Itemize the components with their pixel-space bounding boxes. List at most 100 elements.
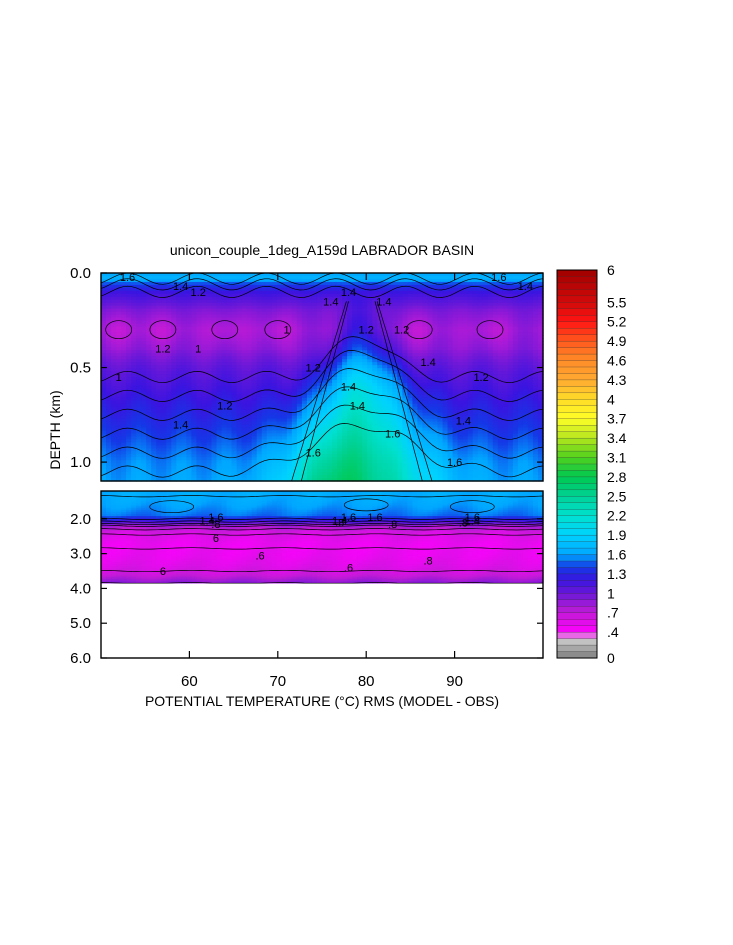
chart-title: unicon_couple_1deg_A159d LABRADOR BASIN xyxy=(170,242,474,258)
colorbar-swatch xyxy=(556,619,598,627)
upper-panel: 1.61.4 1.21.61.41.41.41.41111.21.21.21.41… xyxy=(100,272,544,482)
colorbar-swatch xyxy=(556,308,598,316)
contour-label: 1.4 xyxy=(350,400,365,412)
y-tick-label: 6.0 xyxy=(70,650,91,667)
colorbar xyxy=(556,269,598,659)
contour-label: .6 xyxy=(344,563,353,575)
contour-label: .6 xyxy=(256,550,265,562)
colorbar-swatch xyxy=(556,405,598,413)
contour-label: 1 xyxy=(116,372,122,384)
colorbar-swatch xyxy=(556,463,598,472)
contour-label: 1.6 xyxy=(341,512,356,524)
colorbar-swatch xyxy=(556,386,598,394)
colorbar-swatch xyxy=(556,366,598,375)
contour-label: 1.2 xyxy=(217,400,232,412)
y-tick-label: 3.0 xyxy=(70,546,91,563)
colorbar-swatch xyxy=(556,625,598,633)
contour-label: 1.4 xyxy=(341,287,356,299)
contour-label: 1 xyxy=(284,325,290,337)
colorbar-swatch xyxy=(556,522,598,530)
colorbar-label: 4.3 xyxy=(607,372,627,388)
colorbar-label: 1 xyxy=(607,585,615,601)
contour-label: 1.6 xyxy=(447,457,462,469)
contour-label: 1.4 xyxy=(465,516,480,528)
colorbar-swatch xyxy=(556,360,598,368)
y-tick-label: 2.0 xyxy=(70,511,91,528)
colorbar-label: 2.5 xyxy=(607,488,627,504)
colorbar-swatch xyxy=(556,373,598,381)
colorbar-swatch xyxy=(556,496,598,504)
colorbar-swatch xyxy=(556,638,598,646)
contour-labels-lower: 1.61.4.86.661.61.4 1.6.81.6 1.4.8.8.6.8 xyxy=(160,512,480,578)
contour-label: 1.4 xyxy=(518,281,533,293)
colorbar-swatch xyxy=(556,534,598,543)
contour-label: 1.2 xyxy=(306,363,321,375)
colorbar-swatch xyxy=(556,444,598,452)
colorbar-swatch xyxy=(556,392,598,400)
colorbar-swatch xyxy=(556,379,598,387)
colorbar-swatch xyxy=(556,418,598,426)
y-tick-label: 0.0 xyxy=(70,265,91,282)
contour-label: 6 xyxy=(213,533,219,545)
colorbar-label: .4 xyxy=(607,624,619,640)
colorbar-swatch xyxy=(556,554,598,562)
lower-panel: 1.61.4.86.661.61.4 1.6.81.6 1.4.8.8.6.8 xyxy=(100,490,544,659)
colorbar-swatch xyxy=(556,489,598,497)
contour-label: 1.4 xyxy=(456,416,471,428)
colorbar-swatch xyxy=(556,302,598,310)
x-ticks: 60 70 80 90 xyxy=(181,273,463,690)
colorbar-label: 2.8 xyxy=(607,469,627,485)
colorbar-label: 6 xyxy=(607,262,615,278)
colorbar-swatch xyxy=(556,347,598,355)
colorbar-swatch xyxy=(556,328,598,336)
colorbar-swatch xyxy=(556,431,598,439)
contour-label: 1.4 xyxy=(173,419,188,431)
colorbar-swatch xyxy=(556,399,598,407)
lower-y-ticks: 2.0 3.0 4.0 5.0 6.0 xyxy=(70,511,543,667)
contour-label: .8 xyxy=(211,519,220,531)
colorbar-swatch xyxy=(556,580,598,588)
colorbar-label: 3.7 xyxy=(607,411,627,427)
colorbar-swatch xyxy=(556,567,598,575)
x-axis-label: POTENTIAL TEMPERATURE (°C) RMS (MODEL - … xyxy=(145,693,499,709)
contour-label: 1 xyxy=(195,344,201,356)
colorbar-swatch xyxy=(556,644,598,653)
contour-label: 1.6 xyxy=(367,512,382,524)
x-tick-label: 80 xyxy=(358,673,375,690)
colorbar-swatch xyxy=(556,289,598,297)
contour-label: 1.4 xyxy=(173,281,188,293)
colorbar-swatch xyxy=(556,528,598,536)
x-tick-label: 90 xyxy=(446,673,463,690)
contour-label: 1.4 xyxy=(376,296,391,308)
colorbar-swatch xyxy=(556,334,598,342)
y-tick-label: 4.0 xyxy=(70,580,91,597)
contour-label: 1.2 xyxy=(359,325,374,337)
colorbar-labels: 6 5.5 5.2 4.9 4.6 4.3 4 3.7 3.4 3.1 2.8 2.5 2.2 1.9 1.… xyxy=(607,262,627,666)
contour-label: 1.2 xyxy=(473,372,488,384)
colorbar-swatch xyxy=(556,573,598,581)
colorbar-swatch xyxy=(556,437,598,446)
colorbar-swatch xyxy=(556,276,598,284)
contour-label: 1.2 xyxy=(394,325,409,337)
y-tick-label: 5.0 xyxy=(70,615,91,632)
colorbar-label: 3.1 xyxy=(607,450,627,466)
contour-label: .8 xyxy=(424,556,433,568)
upper-y-ticks: 0.0 0.5 1.0 xyxy=(70,265,543,471)
y-tick-label: 1.0 xyxy=(70,454,91,471)
contour-label: .8 xyxy=(388,519,397,531)
contour-label: 1.4 xyxy=(323,296,338,308)
colorbar-label: 5.2 xyxy=(607,314,627,330)
contour-label: 1.6 xyxy=(208,512,223,524)
colorbar-swatch xyxy=(556,321,598,329)
y-axis-label: DEPTH (km) xyxy=(47,390,63,469)
colorbar-swatch xyxy=(556,612,598,620)
contour-labels-upper: 1.61.4 1.21.61.41.41.41.41111.21.21.21.41… xyxy=(116,272,533,469)
colorbar-swatch xyxy=(556,269,598,278)
colorbar-swatch xyxy=(556,295,598,303)
colorbar-swatch xyxy=(556,476,598,484)
colorbar-swatch xyxy=(556,651,598,659)
contour-label: 1.6 xyxy=(120,272,135,284)
colorbar-label: .7 xyxy=(607,605,619,621)
colorbar-swatch xyxy=(556,315,598,323)
